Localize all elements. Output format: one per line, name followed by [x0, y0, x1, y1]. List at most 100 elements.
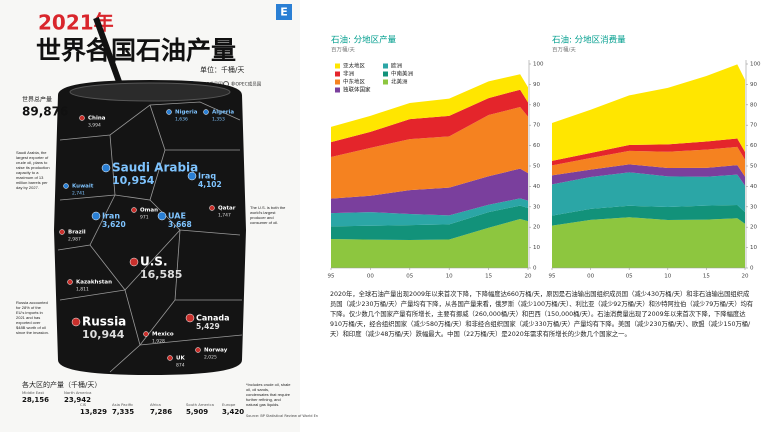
- country-value: 2,025: [204, 354, 217, 360]
- region-name: Middle East: [22, 390, 44, 395]
- y-tick-label: 10: [533, 245, 540, 251]
- region-value: 13,829: [80, 408, 107, 416]
- y-tick-label: 20: [533, 225, 540, 231]
- legend-label: 中东地区: [343, 78, 366, 86]
- legend-swatch: [383, 79, 388, 85]
- region-value: 3,420: [222, 408, 244, 416]
- chart-subtitle: 百万桶/天: [552, 46, 576, 54]
- country-name: Algeria: [212, 110, 234, 116]
- x-tick-label: 20: [742, 274, 749, 280]
- regions-title: 各大区的产量（千桶/天）: [22, 380, 101, 389]
- area: [331, 74, 528, 143]
- y-tick-label: 100: [750, 62, 761, 68]
- country-value: 1,636: [175, 116, 188, 122]
- unit: 单位：千桶/天: [200, 65, 244, 74]
- region-name: CIS: [80, 402, 87, 407]
- y-tick-label: 60: [750, 143, 757, 149]
- world-label: 世界总产量: [22, 96, 52, 104]
- legend-label: 非OPEC成员国: [231, 81, 262, 88]
- y-tick-label: 90: [750, 82, 757, 88]
- country-name: Oman: [140, 208, 158, 214]
- barrel-top: [69, 82, 231, 102]
- flag: [203, 109, 209, 115]
- legend-label: 非洲: [343, 70, 355, 78]
- country-value: 1,811: [76, 286, 89, 292]
- area: [331, 168, 528, 216]
- area: [331, 89, 528, 158]
- region-name: North America: [64, 390, 92, 395]
- region-name: Africa: [150, 402, 161, 407]
- flag: [167, 355, 173, 361]
- country-value: 2,741: [72, 190, 85, 196]
- badge-box: [276, 4, 292, 20]
- chart-title: 石油: 分地区消费量: [552, 35, 626, 46]
- country-name: U.S.: [140, 255, 168, 269]
- country-name: Norway: [204, 348, 228, 354]
- y-tick-label: 50: [533, 164, 540, 170]
- country-value: 1,928: [152, 338, 165, 344]
- area: [552, 146, 745, 177]
- x-tick-label: 15: [485, 274, 492, 280]
- y-tick-label: 50: [750, 164, 757, 170]
- voronoi-lines: [57, 101, 243, 373]
- chart-title: 石油: 分地区产量: [331, 35, 397, 46]
- y-tick-label: 30: [533, 204, 540, 210]
- area: [552, 172, 745, 216]
- caption: 2020年，全球石油产量出现2009年以来首次下降，下降幅度达660万桶/天，原…: [330, 291, 754, 338]
- legend-swatch: [335, 79, 340, 85]
- source: Source: BP Statistical Review of World E…: [246, 414, 336, 418]
- y-tick-label: 20: [750, 225, 757, 231]
- x-tick-label: 95: [549, 274, 556, 280]
- country-value: 3,620: [102, 220, 126, 229]
- title: 世界各国石油产量: [36, 36, 236, 65]
- y-tick-label: 90: [533, 82, 540, 88]
- area: [331, 198, 528, 227]
- country-value: 1,353: [212, 116, 225, 122]
- country-value: 3,668: [168, 220, 192, 229]
- y-tick-label: 80: [533, 102, 540, 108]
- legend-label: 北美洲: [391, 78, 408, 86]
- region-name: South America: [186, 402, 214, 407]
- country-value: 10,954: [112, 174, 155, 187]
- note: The U.S. is both the world's largest pro…: [250, 205, 286, 225]
- chart-subtitle: 百万桶/天: [331, 46, 355, 54]
- straw: [93, 16, 125, 92]
- country-value: 874: [176, 362, 185, 368]
- flag: [129, 257, 139, 267]
- y-tick-label: 60: [533, 143, 540, 149]
- barrel: [54, 80, 246, 375]
- note: Russia accounted for 28% of the EU's imp…: [16, 300, 49, 335]
- footnote: *Includes crude oil, shale oil, oil sand…: [246, 382, 291, 407]
- region-name: Asia Pacific: [112, 402, 133, 407]
- legend-swatch: [335, 87, 340, 93]
- legend-swatch: [335, 63, 340, 69]
- x-tick-label: 05: [626, 274, 633, 280]
- flag: [209, 205, 215, 211]
- flag: [101, 163, 111, 173]
- country-value: 10,944: [82, 328, 125, 341]
- y-tick-label: 70: [750, 123, 757, 129]
- x-tick-label: 20: [525, 274, 532, 280]
- area: [552, 138, 745, 166]
- flag: [71, 317, 81, 327]
- region-value: 23,942: [64, 396, 91, 404]
- flag: [166, 109, 172, 115]
- legend-swatch: [383, 71, 388, 77]
- country-name: Brazil: [68, 230, 86, 236]
- area: [331, 107, 528, 199]
- legend-swatch: [335, 71, 340, 77]
- legend-swatch: [383, 63, 388, 69]
- country-name: UAE: [168, 212, 186, 221]
- y-tick-label: 0: [750, 266, 754, 272]
- y-tick-label: 0: [533, 266, 537, 272]
- country-name: Nigeria: [175, 110, 198, 116]
- area: [331, 219, 528, 268]
- x-tick-label: 10: [446, 274, 453, 280]
- flag: [187, 171, 197, 181]
- country-name: UK: [176, 356, 185, 362]
- x-tick-label: 10: [664, 274, 671, 280]
- country-name: China: [88, 116, 106, 122]
- y-tick-label: 70: [533, 123, 540, 129]
- x-tick-label: 00: [367, 274, 374, 280]
